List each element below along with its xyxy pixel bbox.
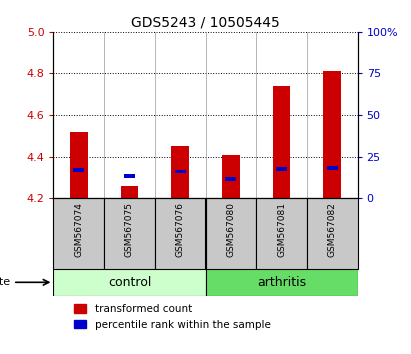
Bar (175, 170, 186, 173)
FancyBboxPatch shape (53, 198, 104, 269)
Bar (73, 169, 84, 172)
Text: disease state: disease state (0, 277, 10, 287)
Text: GSM567074: GSM567074 (74, 202, 83, 257)
Text: arthritis: arthritis (257, 276, 306, 289)
FancyBboxPatch shape (307, 198, 358, 269)
Title: GDS5243 / 10505445: GDS5243 / 10505445 (131, 15, 280, 29)
Text: GSM567081: GSM567081 (277, 202, 286, 257)
FancyBboxPatch shape (256, 198, 307, 269)
Text: control: control (108, 276, 151, 289)
Text: GSM567082: GSM567082 (328, 202, 337, 257)
Bar (272, 86, 291, 198)
Bar (225, 177, 236, 181)
Bar (276, 167, 287, 171)
FancyBboxPatch shape (104, 198, 155, 269)
Bar (120, 186, 139, 198)
Bar (124, 174, 135, 178)
Legend: transformed count, percentile rank within the sample: transformed count, percentile rank withi… (74, 304, 270, 330)
Bar (70, 132, 88, 198)
Bar (222, 155, 240, 198)
Bar (323, 72, 341, 198)
Bar (171, 146, 189, 198)
FancyBboxPatch shape (206, 198, 256, 269)
Text: GSM567075: GSM567075 (125, 202, 134, 257)
Text: GSM567076: GSM567076 (175, 202, 185, 257)
FancyBboxPatch shape (53, 269, 206, 296)
Bar (327, 166, 338, 170)
FancyBboxPatch shape (155, 198, 206, 269)
Text: GSM567080: GSM567080 (226, 202, 236, 257)
FancyBboxPatch shape (206, 269, 358, 296)
